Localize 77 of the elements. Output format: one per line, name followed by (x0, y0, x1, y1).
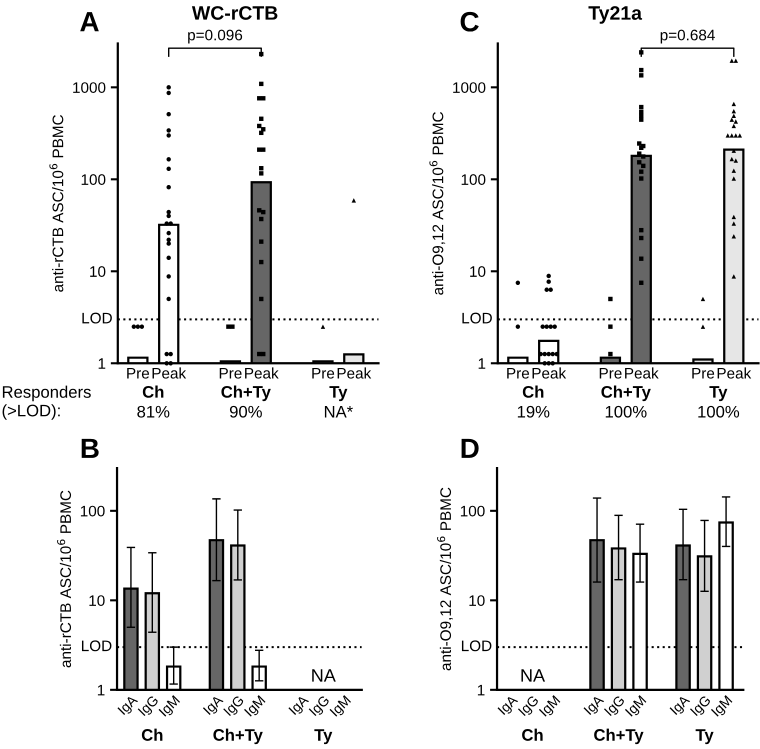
text: Pre (312, 368, 334, 379)
ref-line-label: LOD (82, 312, 112, 324)
text: Responders (>LOD): (2, 386, 91, 420)
ref-line-label: LOD (462, 640, 492, 652)
text: IgM (624, 695, 646, 717)
text: IgA (670, 694, 690, 715)
text: 81% (137, 406, 170, 418)
y-tick-label: 1000 (73, 82, 106, 94)
y-tick-label: 100 (460, 506, 485, 517)
text: Peak (532, 367, 566, 379)
series-label: Pre (127, 368, 150, 379)
text: Peak (625, 367, 659, 379)
text: IgG (690, 694, 712, 716)
text: Peak (245, 367, 279, 379)
text: B (82, 438, 99, 458)
series-label: Peak (718, 367, 752, 379)
text: IgM (330, 695, 351, 717)
ref-line-label: LOD (462, 312, 492, 324)
x-tick-label: Ch+Ty (213, 728, 263, 744)
annotation: NA (312, 669, 336, 682)
annotation: p=0.096 (188, 30, 242, 44)
x-tick-label: Ty (329, 386, 348, 402)
text: 100% (606, 406, 647, 418)
y-axis-title: anti-rCTB ASC/10$^{6}$ PBMC (49, 114, 64, 292)
text: NA* (324, 406, 353, 418)
text: IgM (538, 695, 560, 717)
y-tick-label: 1 (98, 358, 106, 369)
x-tick-label: Ch (142, 728, 162, 741)
x-tick-label: Ty (696, 729, 714, 744)
text: D (462, 438, 479, 458)
y-tick-label: 10 (89, 595, 105, 606)
text: IgM (244, 695, 266, 717)
text: Pre (507, 368, 530, 379)
text: IgA (498, 694, 518, 715)
text: Pre (220, 368, 242, 379)
y-axis-title: anti-O9,12 ASC/10$^{6}$ PBMC (437, 488, 453, 670)
text: IgG (223, 694, 244, 716)
y-tick-label: 10 (90, 266, 106, 277)
text: IgG (518, 694, 540, 716)
series-label: IgM (710, 695, 734, 719)
y-tick-label: 1 (478, 358, 486, 369)
y-tick-label: 1 (478, 684, 484, 696)
y-tick-label: 1 (98, 684, 104, 696)
x-tick-label: Ch+Ty (594, 728, 644, 744)
annotation: NA (521, 669, 546, 682)
text: A (80, 12, 99, 32)
y-tick-label: 100 (462, 174, 486, 185)
text: 90% (230, 406, 262, 418)
x-tick-label: Ty (314, 729, 332, 744)
series-label: Peak (338, 367, 372, 379)
x-tick-label: Ch+Ty (601, 386, 651, 402)
y-tick-label: 1000 (453, 82, 486, 94)
text: 100% (698, 406, 740, 418)
y-tick-label: 100 (82, 174, 106, 185)
y-tick-label: 10 (469, 595, 485, 606)
text: IgA (288, 694, 310, 715)
chart-title: Ty21a (588, 6, 642, 24)
y-tick-label: 100 (80, 506, 105, 517)
text: IgG (308, 694, 330, 716)
x-tick-label: Ch (522, 728, 543, 741)
x-tick-label: Ty (709, 386, 728, 402)
x-tick-label: Ch (522, 386, 544, 398)
text: Peak (152, 367, 186, 379)
y-axis-title: anti-O9,12 ASC/10$^{6}$ PBMC (429, 112, 446, 295)
series-label: Pre (692, 368, 714, 379)
text: 19% (518, 406, 550, 418)
x-tick-label: Ch (142, 386, 164, 398)
series-label: IgM (158, 695, 182, 719)
chart-title: WC-rCTB (192, 6, 278, 20)
text: Pre (600, 368, 622, 379)
annotation: p=0.684 (660, 30, 715, 44)
text: IgA (202, 694, 224, 715)
ref-line-label: LOD (82, 640, 112, 652)
y-axis-title: anti-rCTB ASC/10$^{6}$ PBMC (57, 490, 72, 668)
text: C (460, 12, 479, 32)
x-tick-label: Ch+Ty (221, 386, 271, 402)
y-tick-label: 10 (470, 266, 486, 277)
